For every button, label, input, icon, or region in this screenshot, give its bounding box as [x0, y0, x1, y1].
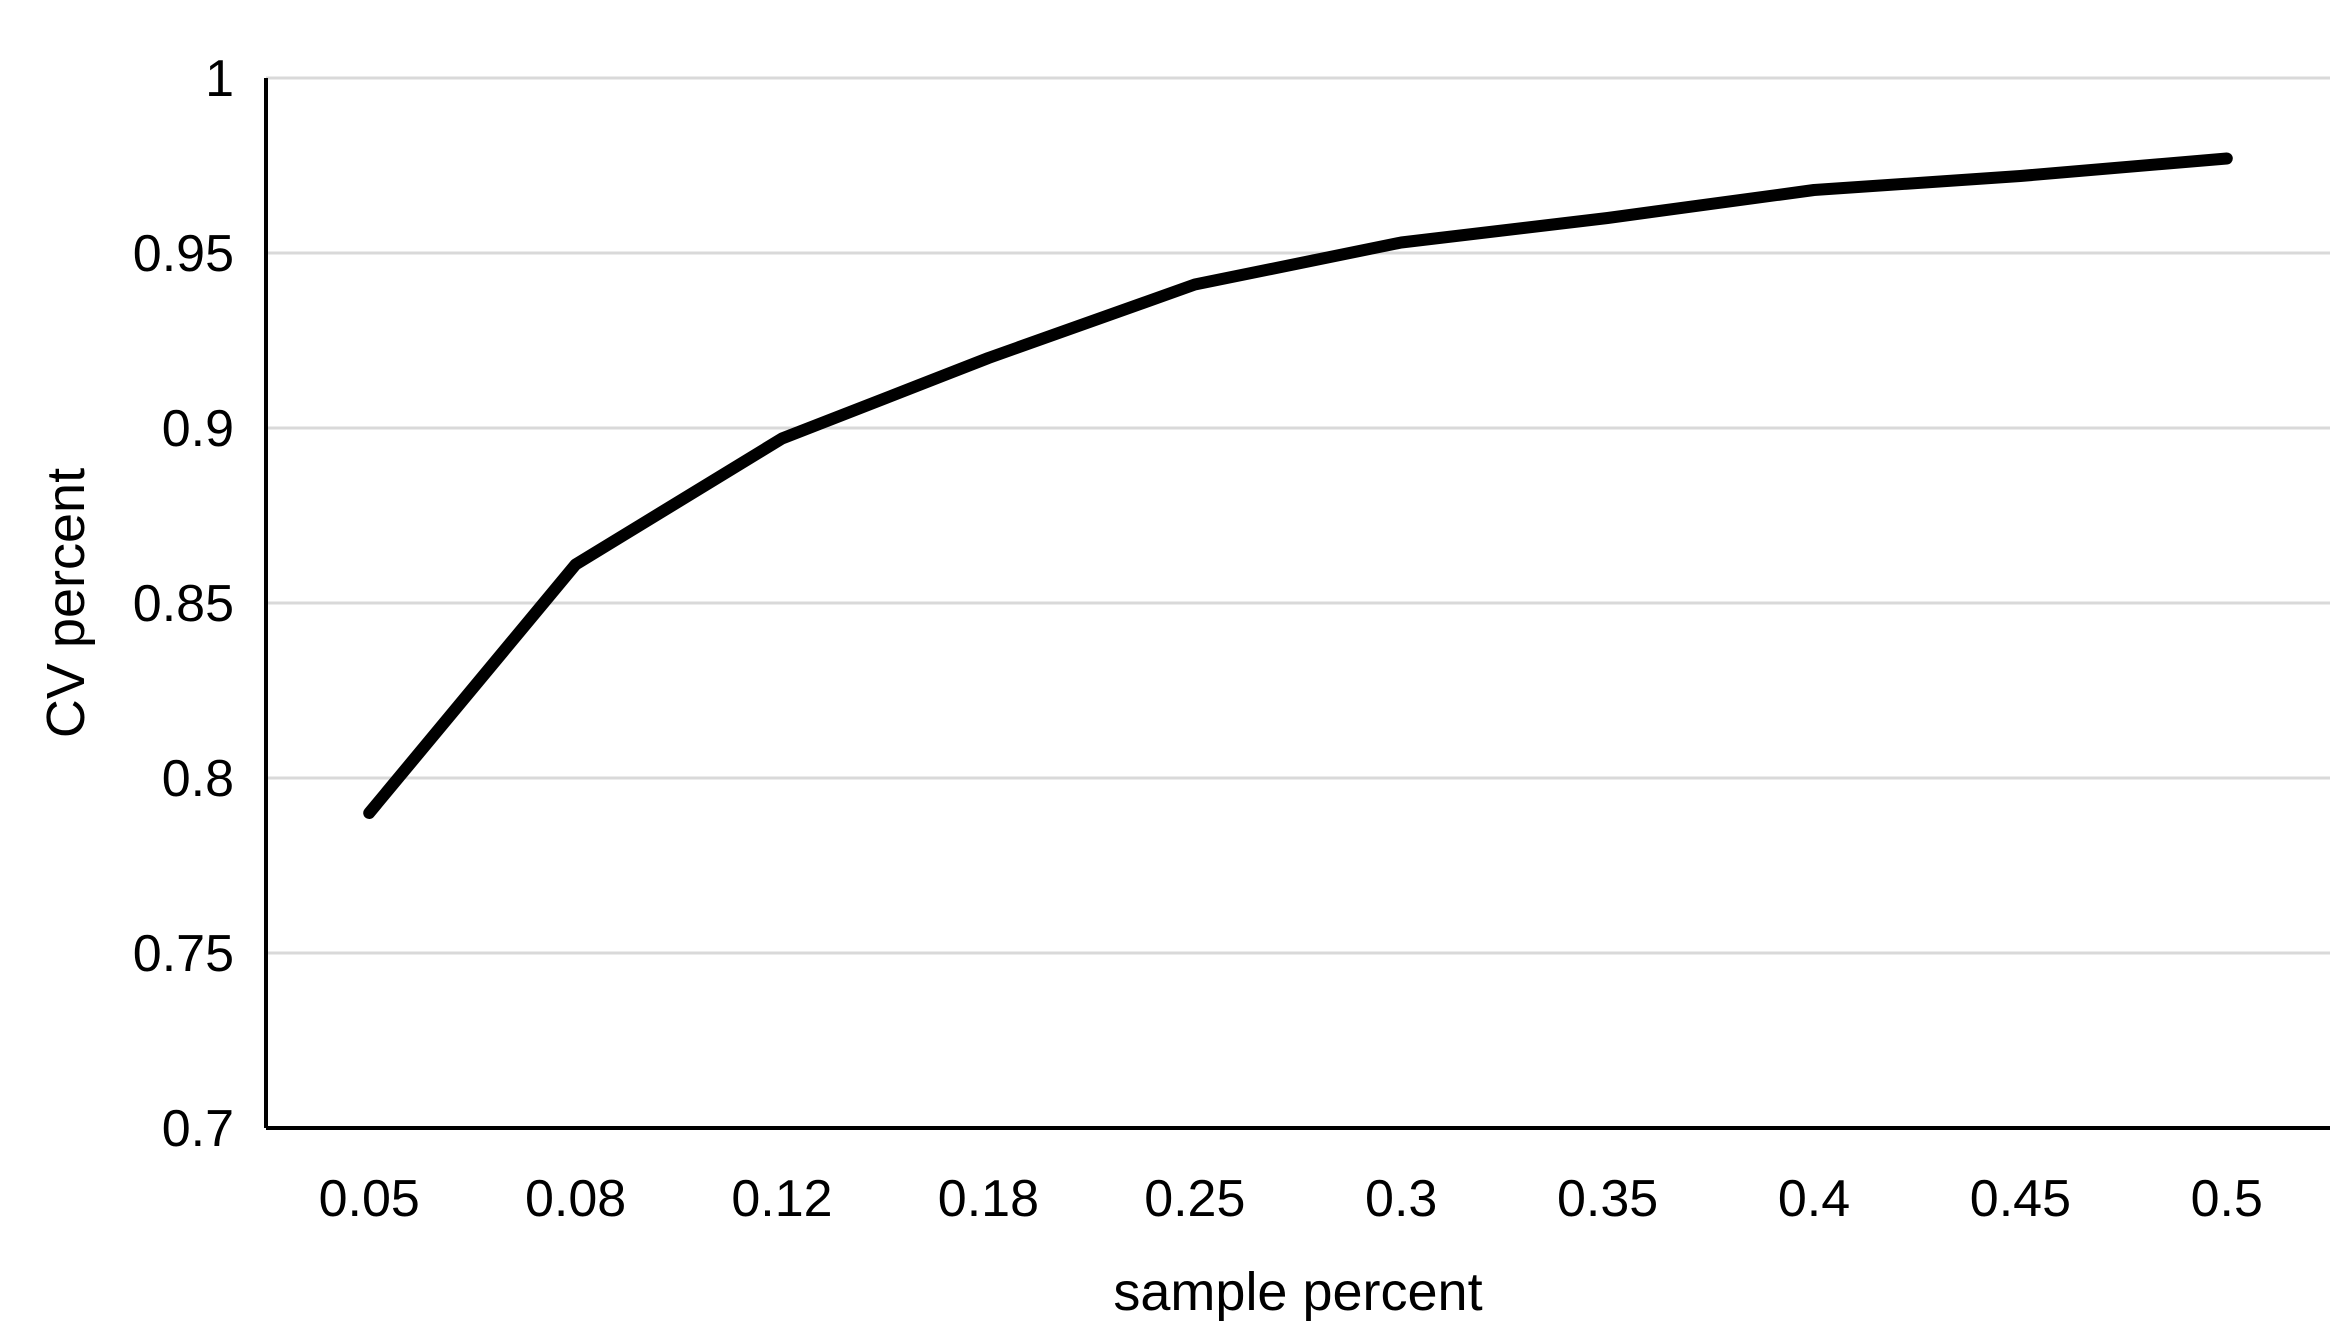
axes: [264, 78, 2330, 1130]
x-tick-label: 0.3: [1365, 1170, 1437, 1228]
data-point: [1399, 240, 1404, 245]
x-tick-label: 0.12: [731, 1170, 832, 1228]
y-tick-label: 0.95: [133, 225, 234, 283]
data-point: [2224, 156, 2229, 161]
y-tick-label: 0.7: [162, 1100, 234, 1158]
y-tick-label: 0.8: [162, 750, 234, 808]
x-tick-label: 0.18: [938, 1170, 1039, 1228]
y-tick-label: 0.75: [133, 925, 234, 983]
data-point: [2018, 174, 2023, 178]
x-axis-title: sample percent: [1113, 1262, 1482, 1322]
x-tick-label: 0.35: [1557, 1170, 1658, 1228]
series: [363, 152, 2233, 819]
series-line: [363, 152, 2233, 819]
data-point: [367, 811, 372, 815]
data-point: [1812, 188, 1816, 192]
data-point: [1192, 282, 1197, 287]
data-point: [780, 436, 784, 441]
data-point: [573, 562, 578, 567]
y-axis-title: CV percent: [36, 468, 96, 738]
x-tick-label: 0.5: [2191, 1170, 2263, 1228]
data-point: [1605, 216, 1610, 220]
y-tick-labels: 0.7 0.75 0.8 0.85 0.9 0.95 1: [133, 50, 234, 1158]
gridlines: [266, 76, 2330, 955]
y-tick-label: 0.85: [133, 575, 234, 633]
x-tick-label: 0.05: [319, 1170, 420, 1228]
x-tick-label: 0.45: [1970, 1170, 2071, 1228]
y-tick-label: 1: [205, 50, 234, 108]
x-tick-label: 0.08: [525, 1170, 626, 1228]
data-point: [986, 356, 991, 360]
y-tick-label: 0.9: [162, 400, 234, 458]
x-tick-label: 0.25: [1144, 1170, 1245, 1228]
x-tick-labels: 0.05 0.08 0.12 0.18 0.25 0.3 0.35 0.4 0.45 0.5: [319, 1170, 2263, 1228]
x-tick-label: 0.4: [1778, 1170, 1850, 1228]
